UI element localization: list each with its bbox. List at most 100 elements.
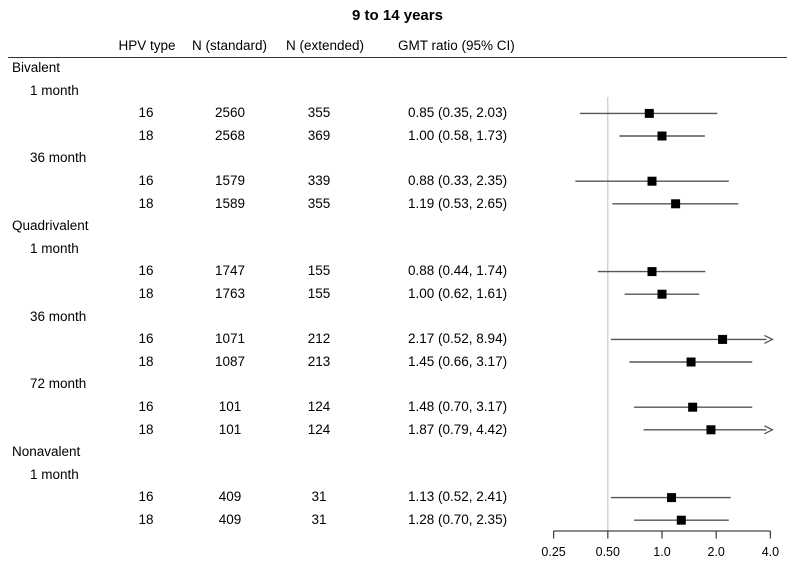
n-standard-cell: 1071 bbox=[214, 331, 246, 347]
table-row: 16 1747 155 0.88 (0.44, 1.74) bbox=[0, 260, 560, 283]
hpv-type-cell: 16 bbox=[138, 263, 154, 279]
n-standard-cell: 409 bbox=[218, 489, 242, 505]
gmt-ratio-cell: 0.85 (0.35, 2.03) bbox=[408, 105, 508, 121]
n-standard-cell: 101 bbox=[218, 421, 242, 437]
n-standard-cell: 2568 bbox=[214, 127, 246, 143]
hpv-type-cell: 18 bbox=[138, 353, 154, 369]
gmt-ratio-cell: 2.17 (0.52, 8.94) bbox=[408, 331, 508, 347]
hpv-type-cell: 18 bbox=[138, 127, 154, 143]
header-rule bbox=[8, 57, 787, 58]
n-standard-cell: 1747 bbox=[214, 263, 246, 279]
column-header-n-standard: N (standard) bbox=[191, 38, 268, 53]
arrow-right-icon bbox=[764, 334, 774, 344]
n-standard-cell: 101 bbox=[218, 398, 242, 414]
point-marker bbox=[676, 515, 686, 525]
gmt-ratio-cell: 1.13 (0.52, 2.41) bbox=[408, 489, 508, 505]
point-marker bbox=[657, 289, 667, 299]
hpv-type-cell: 16 bbox=[138, 331, 154, 347]
axis-tick-label: 1.0 bbox=[653, 545, 670, 559]
gmt-ratio-cell: 1.48 (0.70, 3.17) bbox=[408, 398, 508, 414]
table-row: 16 1579 339 0.88 (0.33, 2.35) bbox=[0, 170, 560, 193]
n-extended-cell: 355 bbox=[307, 105, 331, 121]
table-row: 18 101 124 1.87 (0.79, 4.42) bbox=[0, 419, 560, 442]
arrow-right-icon bbox=[764, 425, 774, 435]
point-marker bbox=[688, 402, 698, 412]
vaccine-group-row: Quadrivalent bbox=[0, 215, 560, 238]
n-extended-cell: 155 bbox=[307, 285, 331, 301]
n-extended-cell: 339 bbox=[307, 172, 331, 188]
column-header-gmt-ratio: GMT ratio (95% CI) bbox=[398, 38, 515, 53]
timepoint-row: 36 month bbox=[0, 306, 560, 329]
gmt-ratio-cell: 1.00 (0.58, 1.73) bbox=[408, 127, 508, 143]
vaccine-group-label: Quadrivalent bbox=[12, 218, 89, 234]
timepoint-label: 36 month bbox=[30, 150, 87, 166]
hpv-type-cell: 16 bbox=[138, 172, 154, 188]
axis-tick-label: 2.0 bbox=[708, 545, 725, 559]
table-row: 18 1087 213 1.45 (0.66, 3.17) bbox=[0, 351, 560, 374]
n-extended-cell: 355 bbox=[307, 195, 331, 211]
vaccine-group-label: Nonavalent bbox=[12, 444, 81, 460]
column-header-n-extended: N (extended) bbox=[285, 38, 365, 53]
gmt-ratio-cell: 1.87 (0.79, 4.42) bbox=[408, 421, 508, 437]
n-extended-cell: 31 bbox=[311, 511, 327, 527]
table-row: 18 2568 369 1.00 (0.58, 1.73) bbox=[0, 125, 560, 148]
gmt-ratio-cell: 1.28 (0.70, 2.35) bbox=[408, 511, 508, 527]
point-marker bbox=[657, 131, 667, 141]
timepoint-row: 1 month bbox=[0, 464, 560, 487]
timepoint-label: 72 month bbox=[30, 376, 87, 392]
table-row: 18 1589 355 1.19 (0.53, 2.65) bbox=[0, 193, 560, 216]
gmt-ratio-cell: 0.88 (0.44, 1.74) bbox=[408, 263, 508, 279]
gmt-ratio-cell: 1.19 (0.53, 2.65) bbox=[408, 195, 508, 211]
table-row: 16 2560 355 0.85 (0.35, 2.03) bbox=[0, 102, 560, 125]
timepoint-label: 1 month bbox=[30, 240, 79, 256]
point-marker bbox=[671, 199, 681, 209]
n-extended-cell: 213 bbox=[307, 353, 331, 369]
point-marker bbox=[706, 425, 716, 435]
hpv-type-cell: 18 bbox=[138, 421, 154, 437]
point-marker bbox=[647, 176, 657, 186]
column-header-hpv-type: HPV type bbox=[118, 38, 176, 53]
timepoint-row: 1 month bbox=[0, 238, 560, 261]
gmt-ratio-cell: 1.45 (0.66, 3.17) bbox=[408, 353, 508, 369]
timepoint-label: 1 month bbox=[30, 466, 79, 482]
n-standard-cell: 1579 bbox=[214, 172, 246, 188]
n-extended-cell: 212 bbox=[307, 331, 331, 347]
hpv-type-cell: 18 bbox=[138, 511, 154, 527]
point-marker bbox=[644, 108, 654, 118]
point-marker bbox=[718, 334, 728, 344]
hpv-type-cell: 16 bbox=[138, 398, 154, 414]
table-row: 16 1071 212 2.17 (0.52, 8.94) bbox=[0, 328, 560, 351]
timepoint-row: 36 month bbox=[0, 147, 560, 170]
hpv-type-cell: 18 bbox=[138, 195, 154, 211]
n-extended-cell: 369 bbox=[307, 127, 331, 143]
hpv-type-cell: 18 bbox=[138, 285, 154, 301]
timepoint-label: 36 month bbox=[30, 308, 87, 324]
table-row: 18 409 31 1.28 (0.70, 2.35) bbox=[0, 509, 560, 532]
n-extended-cell: 155 bbox=[307, 263, 331, 279]
n-extended-cell: 124 bbox=[307, 398, 331, 414]
point-marker bbox=[686, 357, 696, 367]
axis-tick-label: 0.50 bbox=[596, 545, 620, 559]
axis-tick-label: 4.0 bbox=[762, 545, 779, 559]
chart-title: 9 to 14 years bbox=[352, 7, 443, 24]
n-standard-cell: 2560 bbox=[214, 105, 246, 121]
n-extended-cell: 31 bbox=[311, 489, 327, 505]
gmt-ratio-cell: 0.88 (0.33, 2.35) bbox=[408, 172, 508, 188]
timepoint-row: 1 month bbox=[0, 80, 560, 103]
n-standard-cell: 409 bbox=[218, 511, 242, 527]
table-row: 18 1763 155 1.00 (0.62, 1.61) bbox=[0, 283, 560, 306]
n-standard-cell: 1763 bbox=[214, 285, 246, 301]
n-standard-cell: 1087 bbox=[214, 353, 246, 369]
vaccine-group-row: Nonavalent bbox=[0, 441, 560, 464]
n-extended-cell: 124 bbox=[307, 421, 331, 437]
gmt-ratio-cell: 1.00 (0.62, 1.61) bbox=[408, 285, 508, 301]
point-marker bbox=[667, 493, 677, 503]
table-row: 16 101 124 1.48 (0.70, 3.17) bbox=[0, 396, 560, 419]
point-marker bbox=[647, 267, 657, 277]
hpv-type-cell: 16 bbox=[138, 105, 154, 121]
table-row: 16 409 31 1.13 (0.52, 2.41) bbox=[0, 486, 560, 509]
axis-tick-label: 0.25 bbox=[541, 545, 565, 559]
vaccine-group-row: Bivalent bbox=[0, 57, 560, 80]
